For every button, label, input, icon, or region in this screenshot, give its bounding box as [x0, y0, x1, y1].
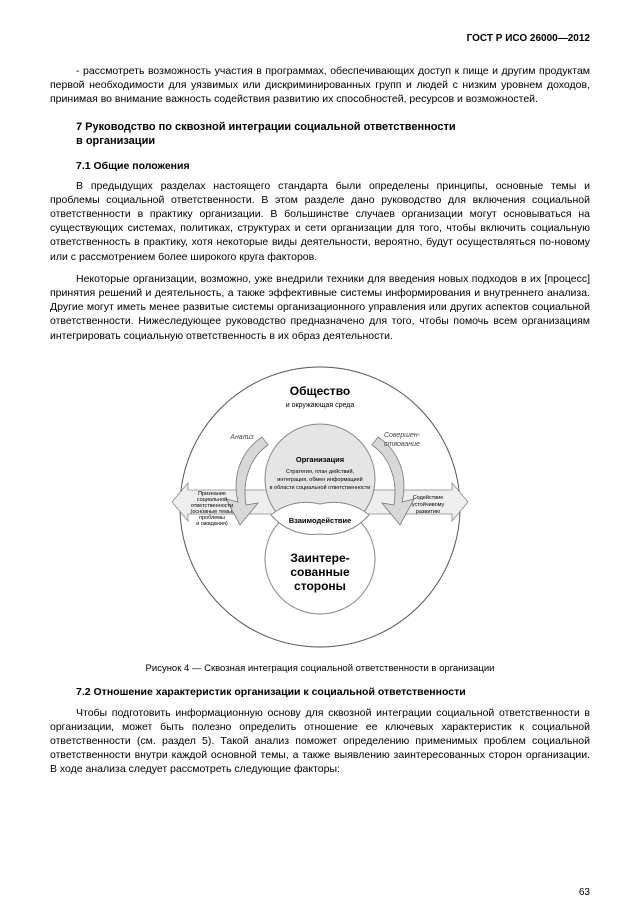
section-7-heading: 7 Руководство по сквозной интеграции соц…	[76, 120, 590, 149]
diagram-bottom-l1: Заинтере-	[290, 551, 349, 565]
diagram-right-box-3: развитию	[416, 509, 440, 515]
diagram-top-sub: и окружающая среда	[286, 402, 355, 409]
diagram-top-title: Общество	[290, 384, 351, 398]
sec7-line1: 7 Руководство по сквозной интеграции соц…	[76, 121, 456, 133]
doc-standard-id: ГОСТ Р ИСО 26000—2012	[50, 32, 590, 46]
diagram-left-box-2: социальной	[197, 496, 227, 503]
figure-4-caption: Рисунок 4 — Сквозная интеграция социальн…	[50, 663, 590, 676]
intro-paragraph: - рассмотреть возможность участия в прог…	[50, 64, 590, 107]
diagram-right-box-1: Содействие	[413, 494, 444, 501]
diagram-center-title: Организация	[296, 455, 344, 464]
diagram-center-sub3: в области социальной ответственности	[270, 484, 371, 491]
section-7-2-heading: 7.2 Отношение характеристик организации …	[76, 685, 590, 699]
diagram-center-sub1: Стратегия, план действий,	[286, 468, 355, 475]
figure-4-diagram: Общество и окружающая среда Организация …	[50, 357, 590, 657]
diagram-right-box-2: устойчивому	[412, 501, 445, 508]
diagram-left-arc-label: Анализ	[229, 434, 254, 441]
section-7-1-heading: 7.1 Общие положения	[76, 159, 590, 173]
page-number: 63	[579, 886, 590, 900]
p-7-1-b: Некоторые организации, возможно, уже вне…	[50, 272, 590, 343]
diagram-right-arc-label-1: Совершен-	[384, 432, 421, 439]
diagram-right-arc-label-2: ствование	[384, 441, 420, 448]
sec7-line2: в организации	[76, 135, 155, 147]
p-7-1-a: В предыдущих разделах настоящего стандар…	[50, 179, 590, 264]
diagram-bottom-l3: стороны	[294, 579, 346, 593]
diagram-left-box-6: и ожидания)	[196, 521, 228, 527]
diagram-overlap-label: Взаимодействие	[289, 516, 352, 525]
p-7-2: Чтобы подготовить информационную основу …	[50, 706, 590, 777]
diagram-center-sub2: интеграция, обмен информацией	[277, 476, 362, 483]
diagram-bottom-l2: сованные	[290, 565, 350, 579]
